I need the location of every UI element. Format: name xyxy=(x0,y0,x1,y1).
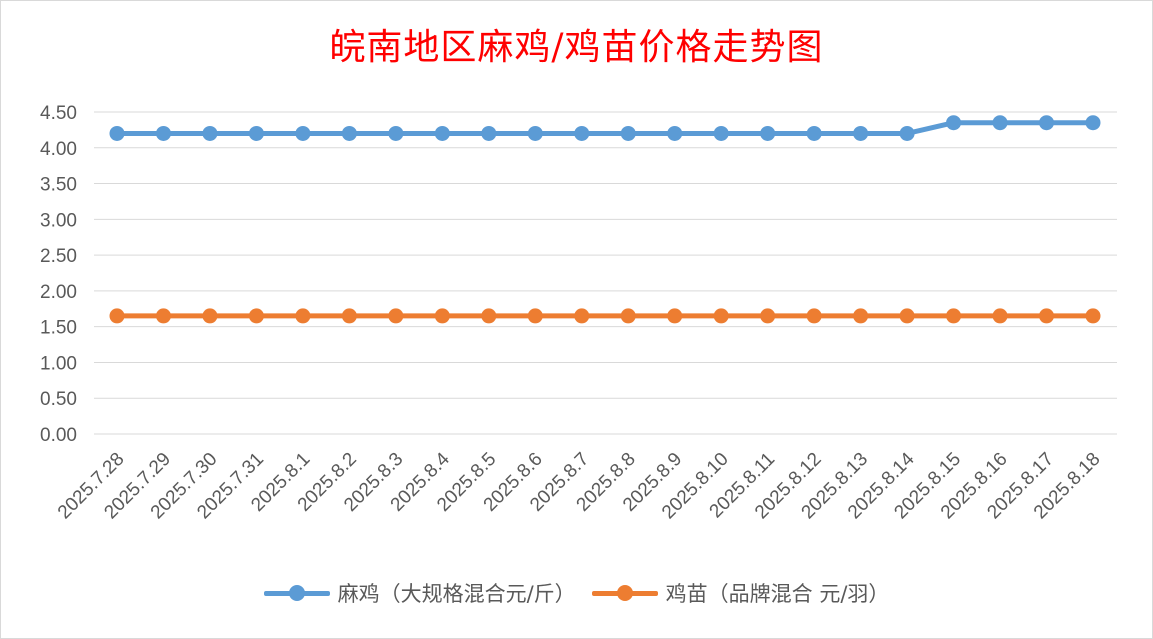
data-point xyxy=(853,125,869,141)
data-point xyxy=(248,125,264,141)
data-point xyxy=(946,308,962,324)
y-tick-label: 1.00 xyxy=(40,353,77,374)
legend-swatch-series-2 xyxy=(591,583,658,603)
x-axis-ticks: 2025.7.282025.7.292025.7.302025.7.312025… xyxy=(54,448,1105,523)
y-tick-label: 2.00 xyxy=(40,282,77,303)
chart-title: 皖南地区麻鸡/鸡苗价格走势图 xyxy=(329,27,824,68)
y-axis-ticks: 0.00 0.50 1.00 1.50 2.00 2.50 3.00 3.50 4.00 4.50 xyxy=(40,103,77,446)
series-2 xyxy=(109,308,1101,324)
data-point xyxy=(853,308,869,324)
legend: 麻鸡（大规格混合元/斤） 鸡苗（品牌混合 元/羽） xyxy=(0,578,1153,608)
gridlines xyxy=(94,111,1117,435)
data-point xyxy=(620,125,636,141)
legend-label-series-2: 鸡苗（品牌混合 元/羽） xyxy=(665,582,890,606)
y-tick-label: 0.00 xyxy=(40,425,77,446)
legend-swatch-series-1 xyxy=(263,583,330,603)
data-point xyxy=(155,308,171,324)
y-tick-label: 2.50 xyxy=(40,246,77,267)
data-point xyxy=(341,308,357,324)
data-point xyxy=(1039,115,1055,131)
data-point xyxy=(760,308,776,324)
y-tick-label: 0.50 xyxy=(40,389,77,410)
data-point xyxy=(388,308,404,324)
y-tick-label: 4.50 xyxy=(40,103,77,124)
data-point xyxy=(1085,115,1101,131)
data-point xyxy=(992,115,1008,131)
series-1 xyxy=(109,115,1101,141)
data-point xyxy=(713,308,729,324)
y-tick-label: 1.50 xyxy=(40,318,77,339)
data-point xyxy=(1039,308,1055,324)
data-point xyxy=(806,308,822,324)
data-point xyxy=(574,308,590,324)
data-point xyxy=(481,308,497,324)
data-point xyxy=(760,125,776,141)
data-point xyxy=(434,125,450,141)
data-point xyxy=(946,115,962,131)
data-point xyxy=(295,308,311,324)
data-point xyxy=(109,125,125,141)
y-tick-label: 4.00 xyxy=(40,139,77,160)
data-point xyxy=(202,308,218,324)
data-point xyxy=(992,308,1008,324)
data-point xyxy=(713,125,729,141)
legend-label-series-1: 麻鸡（大规格混合元/斤） xyxy=(337,582,576,606)
data-point xyxy=(388,125,404,141)
data-point xyxy=(109,308,125,324)
data-point xyxy=(667,125,683,141)
data-point xyxy=(341,125,357,141)
data-point xyxy=(295,125,311,141)
legend-item-series-2: 鸡苗（品牌混合 元/羽） xyxy=(591,578,890,608)
data-point xyxy=(527,125,543,141)
data-point xyxy=(899,308,915,324)
data-point xyxy=(527,308,543,324)
y-tick-label: 3.50 xyxy=(40,175,77,196)
data-point xyxy=(667,308,683,324)
data-point xyxy=(1085,308,1101,324)
legend-item-series-1: 麻鸡（大规格混合元/斤） xyxy=(263,578,576,608)
series-line xyxy=(114,120,1096,136)
data-point xyxy=(899,125,915,141)
data-point xyxy=(481,125,497,141)
data-point xyxy=(434,308,450,324)
y-tick-label: 3.00 xyxy=(40,210,77,231)
data-point xyxy=(202,125,218,141)
series-group xyxy=(109,115,1101,324)
data-point xyxy=(620,308,636,324)
data-point xyxy=(248,308,264,324)
data-point xyxy=(155,125,171,141)
data-point xyxy=(806,125,822,141)
data-point xyxy=(574,125,590,141)
